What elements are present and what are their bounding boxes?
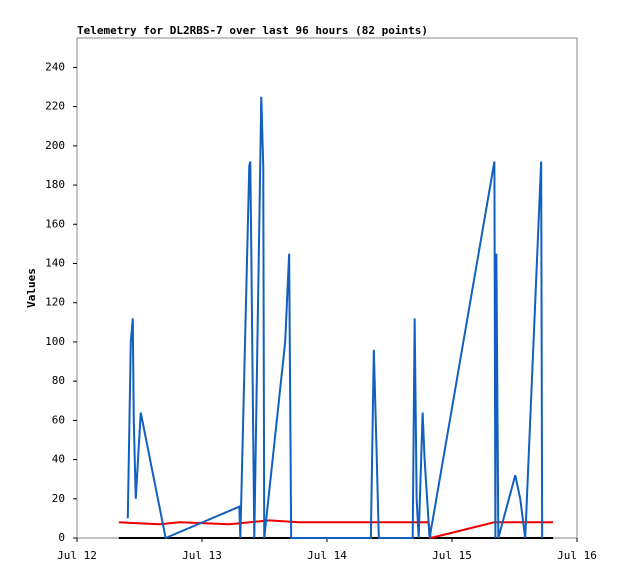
x-tick-label: Jul 13	[182, 549, 222, 562]
plot-frame	[76, 37, 578, 539]
y-tick-label: 60	[52, 413, 65, 426]
chart-title: Telemetry for DL2RBS-7 over last 96 hour…	[77, 24, 428, 37]
x-tick-label: Jul 16	[557, 549, 597, 562]
y-tick-label: 40	[52, 453, 65, 466]
y-tick-label: 220	[45, 100, 65, 113]
x-tick-label: Jul 15	[432, 549, 472, 562]
y-tick-label: 100	[45, 335, 65, 348]
y-tick-label: 200	[45, 139, 65, 152]
y-tick-label: 180	[45, 178, 65, 191]
y-tick-label: 120	[45, 296, 65, 309]
y-tick-label: 160	[45, 217, 65, 230]
y-tick-label: 80	[52, 374, 65, 387]
y-tick-label: 140	[45, 256, 65, 269]
y-tick-label: 240	[45, 60, 65, 73]
y-tick-label: 20	[52, 492, 65, 505]
x-tick-label: Jul 12	[57, 549, 97, 562]
series-line	[118, 519, 554, 540]
y-tick-label: 0	[58, 531, 65, 544]
y-axis-label: Values	[25, 268, 38, 308]
series-line	[126, 96, 544, 540]
x-tick-label: Jul 14	[307, 549, 347, 562]
